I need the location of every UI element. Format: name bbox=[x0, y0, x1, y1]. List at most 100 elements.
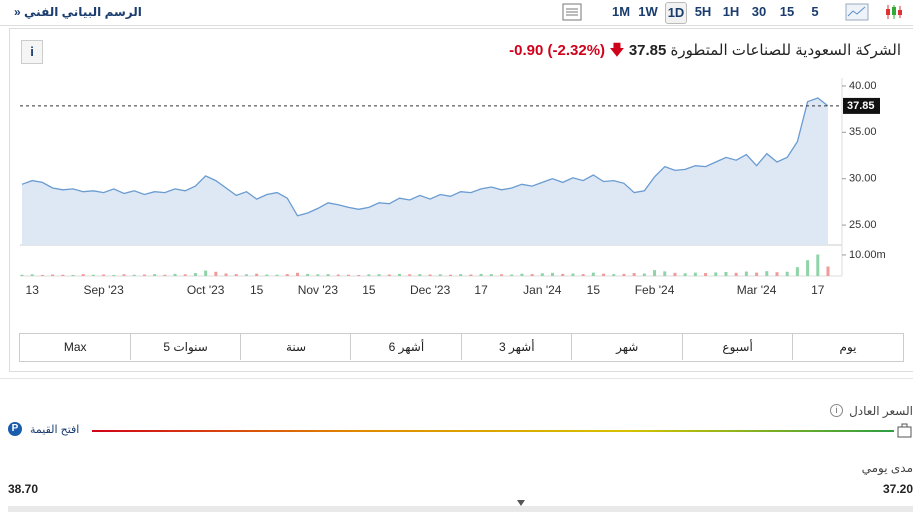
timeframe-button[interactable]: 15 bbox=[779, 4, 795, 19]
volume-bar bbox=[102, 274, 106, 276]
price-area bbox=[22, 98, 828, 245]
chart-panel bbox=[9, 28, 913, 372]
volume-bar bbox=[377, 274, 381, 276]
range-button[interactable]: أسبوع bbox=[681, 334, 793, 360]
volume-bar bbox=[571, 273, 575, 276]
volume-bar bbox=[816, 254, 820, 276]
fair-value-label: السعر العادل bbox=[849, 404, 913, 418]
volume-bar bbox=[704, 273, 708, 276]
volume-bar bbox=[826, 266, 830, 276]
volume-bar bbox=[122, 274, 126, 276]
volume-bar bbox=[204, 270, 208, 276]
volume-bar bbox=[449, 274, 453, 276]
volume-bar bbox=[806, 260, 810, 276]
toolbar bbox=[0, 0, 913, 26]
x-tick-label: Jan '24 bbox=[523, 283, 562, 297]
timeframe-button[interactable]: 1W bbox=[638, 4, 658, 19]
volume-bar bbox=[653, 270, 657, 276]
divider bbox=[0, 378, 913, 379]
volume-bar bbox=[397, 273, 401, 276]
volume-bar bbox=[673, 272, 677, 276]
tech-chart-link[interactable]: » الرسم البياني الفني bbox=[14, 5, 142, 19]
range-track bbox=[8, 506, 913, 512]
company-name: الشركة السعودية للصناعات المتطورة bbox=[670, 42, 901, 59]
timeframe-button[interactable]: 1M bbox=[611, 4, 631, 19]
volume-bar bbox=[255, 273, 259, 276]
range-button[interactable]: 3 أشهر bbox=[460, 334, 572, 360]
volume-bar bbox=[112, 274, 116, 276]
x-tick-label: 15 bbox=[362, 283, 376, 297]
change-percent: (-2.32%) bbox=[547, 42, 606, 59]
x-tick-label: Mar '24 bbox=[737, 283, 777, 297]
volume-bar bbox=[234, 274, 238, 276]
volume-bar bbox=[551, 272, 555, 276]
volume-bar bbox=[612, 274, 616, 276]
briefcase-icon bbox=[897, 423, 912, 438]
volume-bar bbox=[561, 273, 565, 276]
volume-bar bbox=[81, 274, 85, 276]
header: الشركة السعودية للصناعات المتطورة 37.85 … bbox=[509, 40, 901, 65]
range-button[interactable]: شهر bbox=[571, 334, 682, 360]
volume-bar bbox=[459, 274, 463, 276]
range-button[interactable]: 6 أشهر bbox=[350, 334, 461, 360]
link-text: الرسم البياني الفني bbox=[24, 5, 142, 19]
volume-bar bbox=[428, 274, 432, 276]
timeframe-button[interactable]: 1D bbox=[665, 2, 687, 24]
x-tick-label: 17 bbox=[474, 283, 488, 297]
volume-bar bbox=[357, 274, 361, 276]
range-button[interactable]: سنة bbox=[240, 334, 351, 360]
volume-bar bbox=[663, 271, 667, 276]
candle-icon[interactable] bbox=[883, 3, 905, 21]
volume-bar bbox=[642, 273, 646, 276]
timeframe-button[interactable]: 5H bbox=[694, 4, 712, 19]
volume-bar bbox=[214, 271, 218, 276]
volume-bar bbox=[602, 273, 606, 276]
volume-bar bbox=[734, 272, 738, 276]
info-button[interactable]: i bbox=[21, 40, 43, 64]
timeframe-button[interactable]: 30 bbox=[751, 4, 767, 19]
y-tick-label: 25.00 bbox=[849, 219, 877, 231]
arrow: » bbox=[14, 5, 21, 19]
x-tick-label: Sep '23 bbox=[83, 283, 124, 297]
volume-bar bbox=[408, 274, 412, 276]
y-tick-label: 35.00 bbox=[849, 126, 877, 138]
range-button[interactable]: Max bbox=[19, 334, 130, 360]
info-icon[interactable]: i bbox=[830, 404, 843, 417]
timeframe-button[interactable]: 5 bbox=[811, 4, 819, 19]
unlock-link[interactable]: افتح القيمة bbox=[30, 424, 80, 436]
timeframe-button[interactable]: 1H bbox=[722, 4, 740, 19]
volume-bar bbox=[132, 274, 136, 276]
range-button[interactable]: يوم bbox=[792, 334, 903, 360]
daily-range-label: مدى يومي bbox=[861, 461, 913, 475]
x-tick-label: 15 bbox=[250, 283, 264, 297]
volume-bar bbox=[530, 274, 534, 276]
volume-bar bbox=[622, 273, 626, 276]
volume-bar bbox=[510, 274, 514, 276]
volume-bar bbox=[306, 273, 310, 276]
price-tag bbox=[843, 97, 880, 114]
volume-bar bbox=[295, 272, 299, 276]
table-icon[interactable] bbox=[562, 3, 582, 21]
volume-bar bbox=[755, 272, 759, 276]
x-tick-label: Oct '23 bbox=[187, 283, 225, 297]
volume-bar bbox=[173, 273, 177, 276]
volume-bar bbox=[765, 271, 769, 276]
line-icon[interactable] bbox=[845, 3, 869, 21]
volume-bar bbox=[163, 274, 167, 276]
x-tick-label: 15 bbox=[587, 283, 601, 297]
volume-bar bbox=[438, 274, 442, 276]
price: 37.85 bbox=[628, 42, 667, 59]
volume-bar bbox=[326, 274, 330, 276]
volume-bar bbox=[316, 274, 320, 276]
volume-bar bbox=[714, 272, 718, 276]
volume-bar bbox=[285, 274, 289, 276]
volume-bar bbox=[500, 274, 504, 276]
volume-bar bbox=[244, 274, 248, 276]
volume-bar bbox=[183, 274, 187, 276]
volume-bar bbox=[71, 274, 75, 276]
range-button[interactable]: 5 سنوات bbox=[129, 334, 241, 360]
x-tick-label: Dec '23 bbox=[410, 283, 451, 297]
volume-bar bbox=[346, 274, 350, 276]
y-tick-label: 40.00 bbox=[849, 80, 877, 92]
